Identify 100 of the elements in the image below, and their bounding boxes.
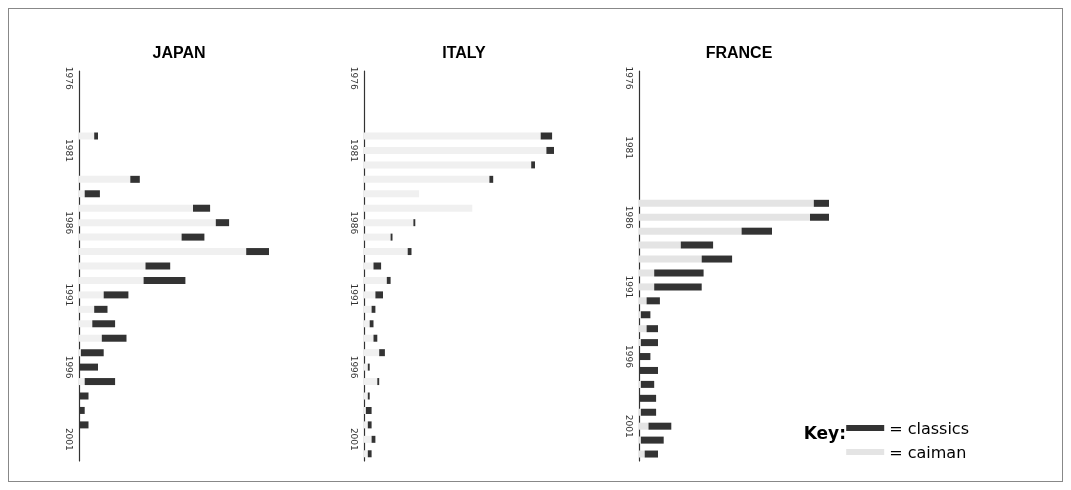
bar — [94, 132, 98, 140]
bar — [364, 190, 420, 198]
bar — [364, 435, 372, 443]
bar — [369, 320, 374, 328]
bar — [813, 199, 829, 207]
y-tick-label: 1976 — [63, 66, 74, 90]
bar — [540, 132, 553, 140]
bar — [640, 311, 651, 319]
y-tick-label: 1981 — [348, 138, 359, 162]
bar — [364, 132, 541, 140]
bar — [639, 255, 702, 263]
bar — [181, 233, 205, 241]
bar — [386, 276, 391, 284]
legend-label: = caiman — [889, 442, 967, 462]
bar — [79, 204, 193, 212]
y-tick-label: 1991 — [623, 275, 634, 299]
bar — [364, 161, 532, 169]
y-tick-label: 1991 — [348, 283, 359, 307]
bar — [79, 248, 247, 256]
bar — [741, 227, 772, 235]
bar — [84, 190, 100, 198]
bar — [367, 421, 372, 429]
bar — [364, 233, 391, 241]
y-tick-label: 1996 — [623, 345, 634, 369]
bar — [546, 146, 554, 154]
bar — [654, 283, 702, 291]
bar — [639, 241, 681, 249]
bar — [375, 291, 383, 299]
bar — [79, 276, 144, 284]
y-tick-label: 1986 — [623, 205, 634, 229]
bar — [367, 450, 372, 458]
bar — [640, 380, 655, 388]
y-tick-label: 1996 — [348, 355, 359, 379]
bar — [373, 262, 382, 270]
bar — [639, 283, 655, 291]
bar — [639, 213, 810, 221]
bar — [246, 248, 269, 256]
bar — [646, 325, 658, 333]
bar — [79, 190, 85, 198]
bar — [103, 291, 129, 299]
bar — [193, 204, 211, 212]
legend-title: Key: — [803, 422, 847, 443]
bar — [79, 219, 216, 227]
bar — [364, 320, 370, 328]
bar — [364, 378, 378, 386]
y-tick-label: 1986 — [348, 211, 359, 235]
bar — [364, 248, 408, 256]
bar — [640, 339, 658, 347]
bar — [79, 291, 104, 299]
bar — [79, 132, 95, 140]
bar — [130, 175, 140, 183]
bar — [79, 378, 85, 386]
bar — [701, 255, 733, 263]
bar — [79, 262, 146, 270]
y-tick-label: 1981 — [623, 136, 634, 160]
bar — [364, 146, 547, 154]
bar — [639, 325, 647, 333]
bar — [79, 305, 95, 313]
bar — [79, 334, 102, 342]
chart-title: ITALY — [442, 43, 487, 61]
bar — [654, 269, 704, 277]
bar — [364, 276, 387, 284]
y-tick-label: 2001 — [63, 427, 74, 451]
bar — [640, 436, 664, 444]
bar — [364, 175, 490, 183]
bar — [646, 297, 660, 305]
bar — [639, 450, 645, 458]
bar — [680, 241, 714, 249]
y-tick-label: 1981 — [63, 138, 74, 162]
bar — [644, 450, 658, 458]
bar — [639, 227, 742, 235]
bar — [364, 262, 374, 270]
bar — [640, 408, 657, 416]
bar — [215, 219, 230, 227]
y-tick-label: 2001 — [623, 414, 634, 438]
bar — [79, 320, 93, 328]
bar — [101, 334, 127, 342]
bar — [92, 320, 116, 328]
bar — [364, 334, 374, 342]
bar — [143, 276, 186, 284]
y-tick-label: 1976 — [348, 66, 359, 90]
y-tick-label: 1976 — [623, 66, 634, 90]
bar — [94, 305, 108, 313]
bar — [407, 248, 412, 256]
bar — [364, 204, 473, 212]
bar — [364, 219, 414, 227]
bar — [648, 422, 672, 430]
bar — [79, 175, 131, 183]
y-tick-label: 1986 — [63, 211, 74, 235]
bar — [379, 349, 385, 357]
bar — [364, 305, 372, 313]
chart-title: JAPAN — [152, 43, 206, 61]
bar — [364, 291, 376, 299]
bar — [79, 233, 182, 241]
bar — [80, 349, 104, 357]
legend-label: = classics — [889, 418, 970, 438]
y-tick-label: 1996 — [63, 355, 74, 379]
bar — [364, 450, 368, 458]
bar — [639, 199, 814, 207]
bar — [365, 406, 372, 414]
